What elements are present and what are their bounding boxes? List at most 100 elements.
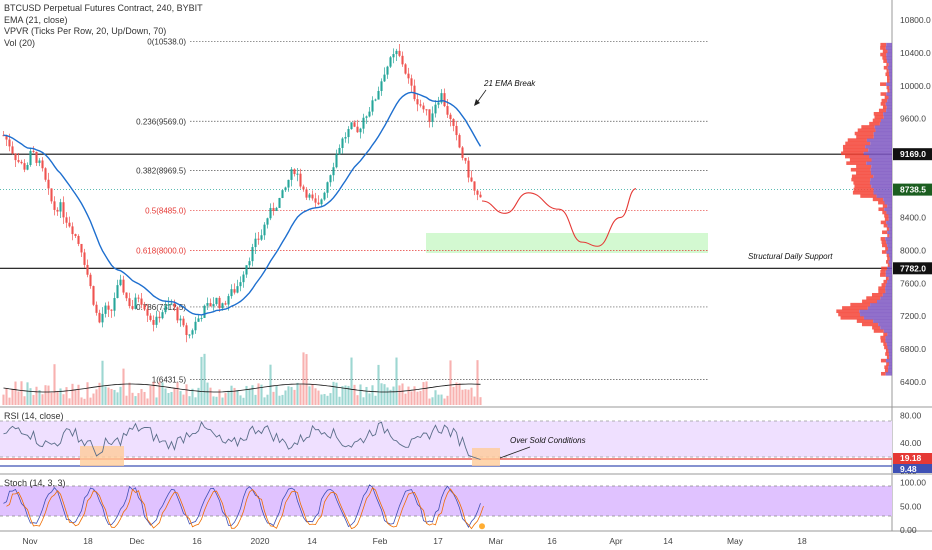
- forecast-path[interactable]: [481, 188, 637, 247]
- volume-bar: [32, 394, 35, 405]
- time-axis[interactable]: Nov 18 Dec 16 2020 14 Feb 17 Mar 16 Apr 14 May 18: [22, 536, 807, 546]
- candle-body: [242, 274, 245, 283]
- price-tick-label: 10800.0: [900, 15, 931, 25]
- candle-body: [314, 198, 317, 203]
- vpvr-row-down: [881, 250, 887, 254]
- ema-break-annotation[interactable]: 21 EMA Break: [483, 79, 536, 88]
- fib-retracement[interactable]: 0(10538.0) 0.236(9569.0) 0.382(8969.5) 0.5(…: [136, 38, 708, 385]
- candle-body: [248, 261, 251, 266]
- vpvr-row-down: [884, 365, 889, 369]
- vpvr-row-down: [836, 309, 860, 314]
- vpvr-row-down: [878, 200, 885, 205]
- candle-body: [422, 105, 425, 110]
- candle-body: [455, 125, 458, 136]
- vpvr-row-down: [856, 171, 872, 175]
- candle-body: [44, 168, 47, 180]
- volume-bar: [395, 357, 398, 405]
- vpvr-row-down: [853, 181, 870, 185]
- stoch-legend[interactable]: Stoch (14, 3, 3): [4, 478, 66, 488]
- vpvr-row-up: [887, 368, 892, 373]
- candle-body: [20, 161, 23, 164]
- vpvr-row-down: [842, 144, 866, 149]
- vpvr-row-down: [881, 266, 888, 271]
- vpvr-row-down: [882, 230, 888, 235]
- candle-body: [428, 109, 431, 122]
- indicator-legend: BTCUSD Perpetual Futures Contract, 240, …: [4, 3, 203, 49]
- vpvr-row-up: [880, 325, 892, 330]
- volume-bar: [191, 388, 194, 405]
- price-tick-label: 6800.0: [900, 344, 926, 354]
- candle-body: [362, 117, 365, 129]
- vpvr-row-up: [886, 56, 892, 60]
- vpvr-row-down: [882, 210, 887, 215]
- candle-body: [65, 217, 68, 223]
- price-tick-label: 10400.0: [900, 48, 931, 58]
- oversold-annotation[interactable]: Over Sold Conditions: [510, 436, 586, 445]
- price-tick-label: 7200.0: [900, 311, 926, 321]
- candle-body: [53, 201, 56, 210]
- vpvr-row-up: [860, 312, 892, 317]
- volume-bar: [113, 389, 116, 405]
- vpvr-row-down: [842, 306, 868, 310]
- vpvr-row-down: [841, 151, 864, 156]
- vpvr-row-down: [886, 227, 890, 231]
- volume-bar: [473, 396, 476, 405]
- candle-body: [233, 289, 236, 293]
- candle-body: [266, 218, 269, 225]
- price-tick-label: 6400.0: [900, 377, 926, 387]
- volume-bar: [158, 381, 161, 405]
- vpvr-row-up: [883, 197, 892, 202]
- stoch-axis[interactable]: 100.00 50.00 0.00: [900, 478, 926, 535]
- volume-bar: [86, 382, 89, 405]
- candle-body: [221, 303, 224, 309]
- ema-legend[interactable]: EMA (21, close): [4, 14, 68, 25]
- price-pane[interactable]: [0, 0, 892, 407]
- candle-body: [392, 54, 395, 58]
- candle-body: [443, 93, 446, 107]
- candle-body: [245, 265, 248, 275]
- volume-bar: [167, 392, 170, 405]
- candle-body: [251, 247, 254, 262]
- vpvr-row-up: [875, 128, 892, 133]
- horizontal-levels[interactable]: [0, 153, 892, 269]
- volume-bar: [206, 382, 209, 405]
- candle-body: [290, 169, 293, 180]
- fib-level-label: 0.618(8000.0): [136, 246, 186, 255]
- candle-body: [431, 113, 434, 122]
- vpvr-row-up: [873, 131, 892, 136]
- candle-body: [107, 305, 110, 310]
- symbol-title[interactable]: BTCUSD Perpetual Futures Contract, 240, …: [4, 3, 203, 13]
- vpvr-row-up: [886, 250, 892, 254]
- volume-bar: [311, 384, 314, 405]
- last-price-text: 8738.5: [900, 185, 926, 195]
- structural-support-annotation[interactable]: Structural Daily Support: [748, 252, 833, 261]
- vol-legend[interactable]: Vol (20): [4, 37, 36, 48]
- vpvr-row-up: [870, 177, 892, 182]
- candle-body: [338, 147, 341, 155]
- vpvr-row-down: [880, 46, 886, 50]
- volume-bar: [107, 387, 110, 405]
- candle-body: [23, 163, 26, 170]
- candle-body: [470, 177, 473, 182]
- volume-bar: [188, 396, 191, 405]
- volume-bar: [5, 388, 8, 405]
- vpvr-row-up: [866, 161, 892, 165]
- vpvr-row-up: [884, 207, 892, 212]
- rsi-series: [3, 421, 481, 460]
- candle-body: [296, 173, 299, 175]
- volume-bar: [161, 382, 164, 405]
- candle-body: [473, 181, 476, 191]
- rsi-legend[interactable]: RSI (14, close): [4, 411, 64, 421]
- volume-bar: [341, 386, 344, 405]
- volume-bar: [23, 396, 26, 405]
- candle-body: [110, 309, 113, 311]
- candle-body: [173, 303, 176, 308]
- price-axis[interactable]: 10800.010400.010000.09600.09200.08400.08…: [900, 15, 931, 387]
- volume-bar: [449, 360, 452, 405]
- candle-body: [206, 303, 209, 306]
- candle-body: [416, 99, 419, 105]
- vpvr-row-down: [861, 125, 875, 129]
- time-tick-label: 16: [547, 536, 557, 546]
- vpvr-legend[interactable]: VPVR (Ticks Per Row, 20, Up/Down, 70): [4, 26, 167, 36]
